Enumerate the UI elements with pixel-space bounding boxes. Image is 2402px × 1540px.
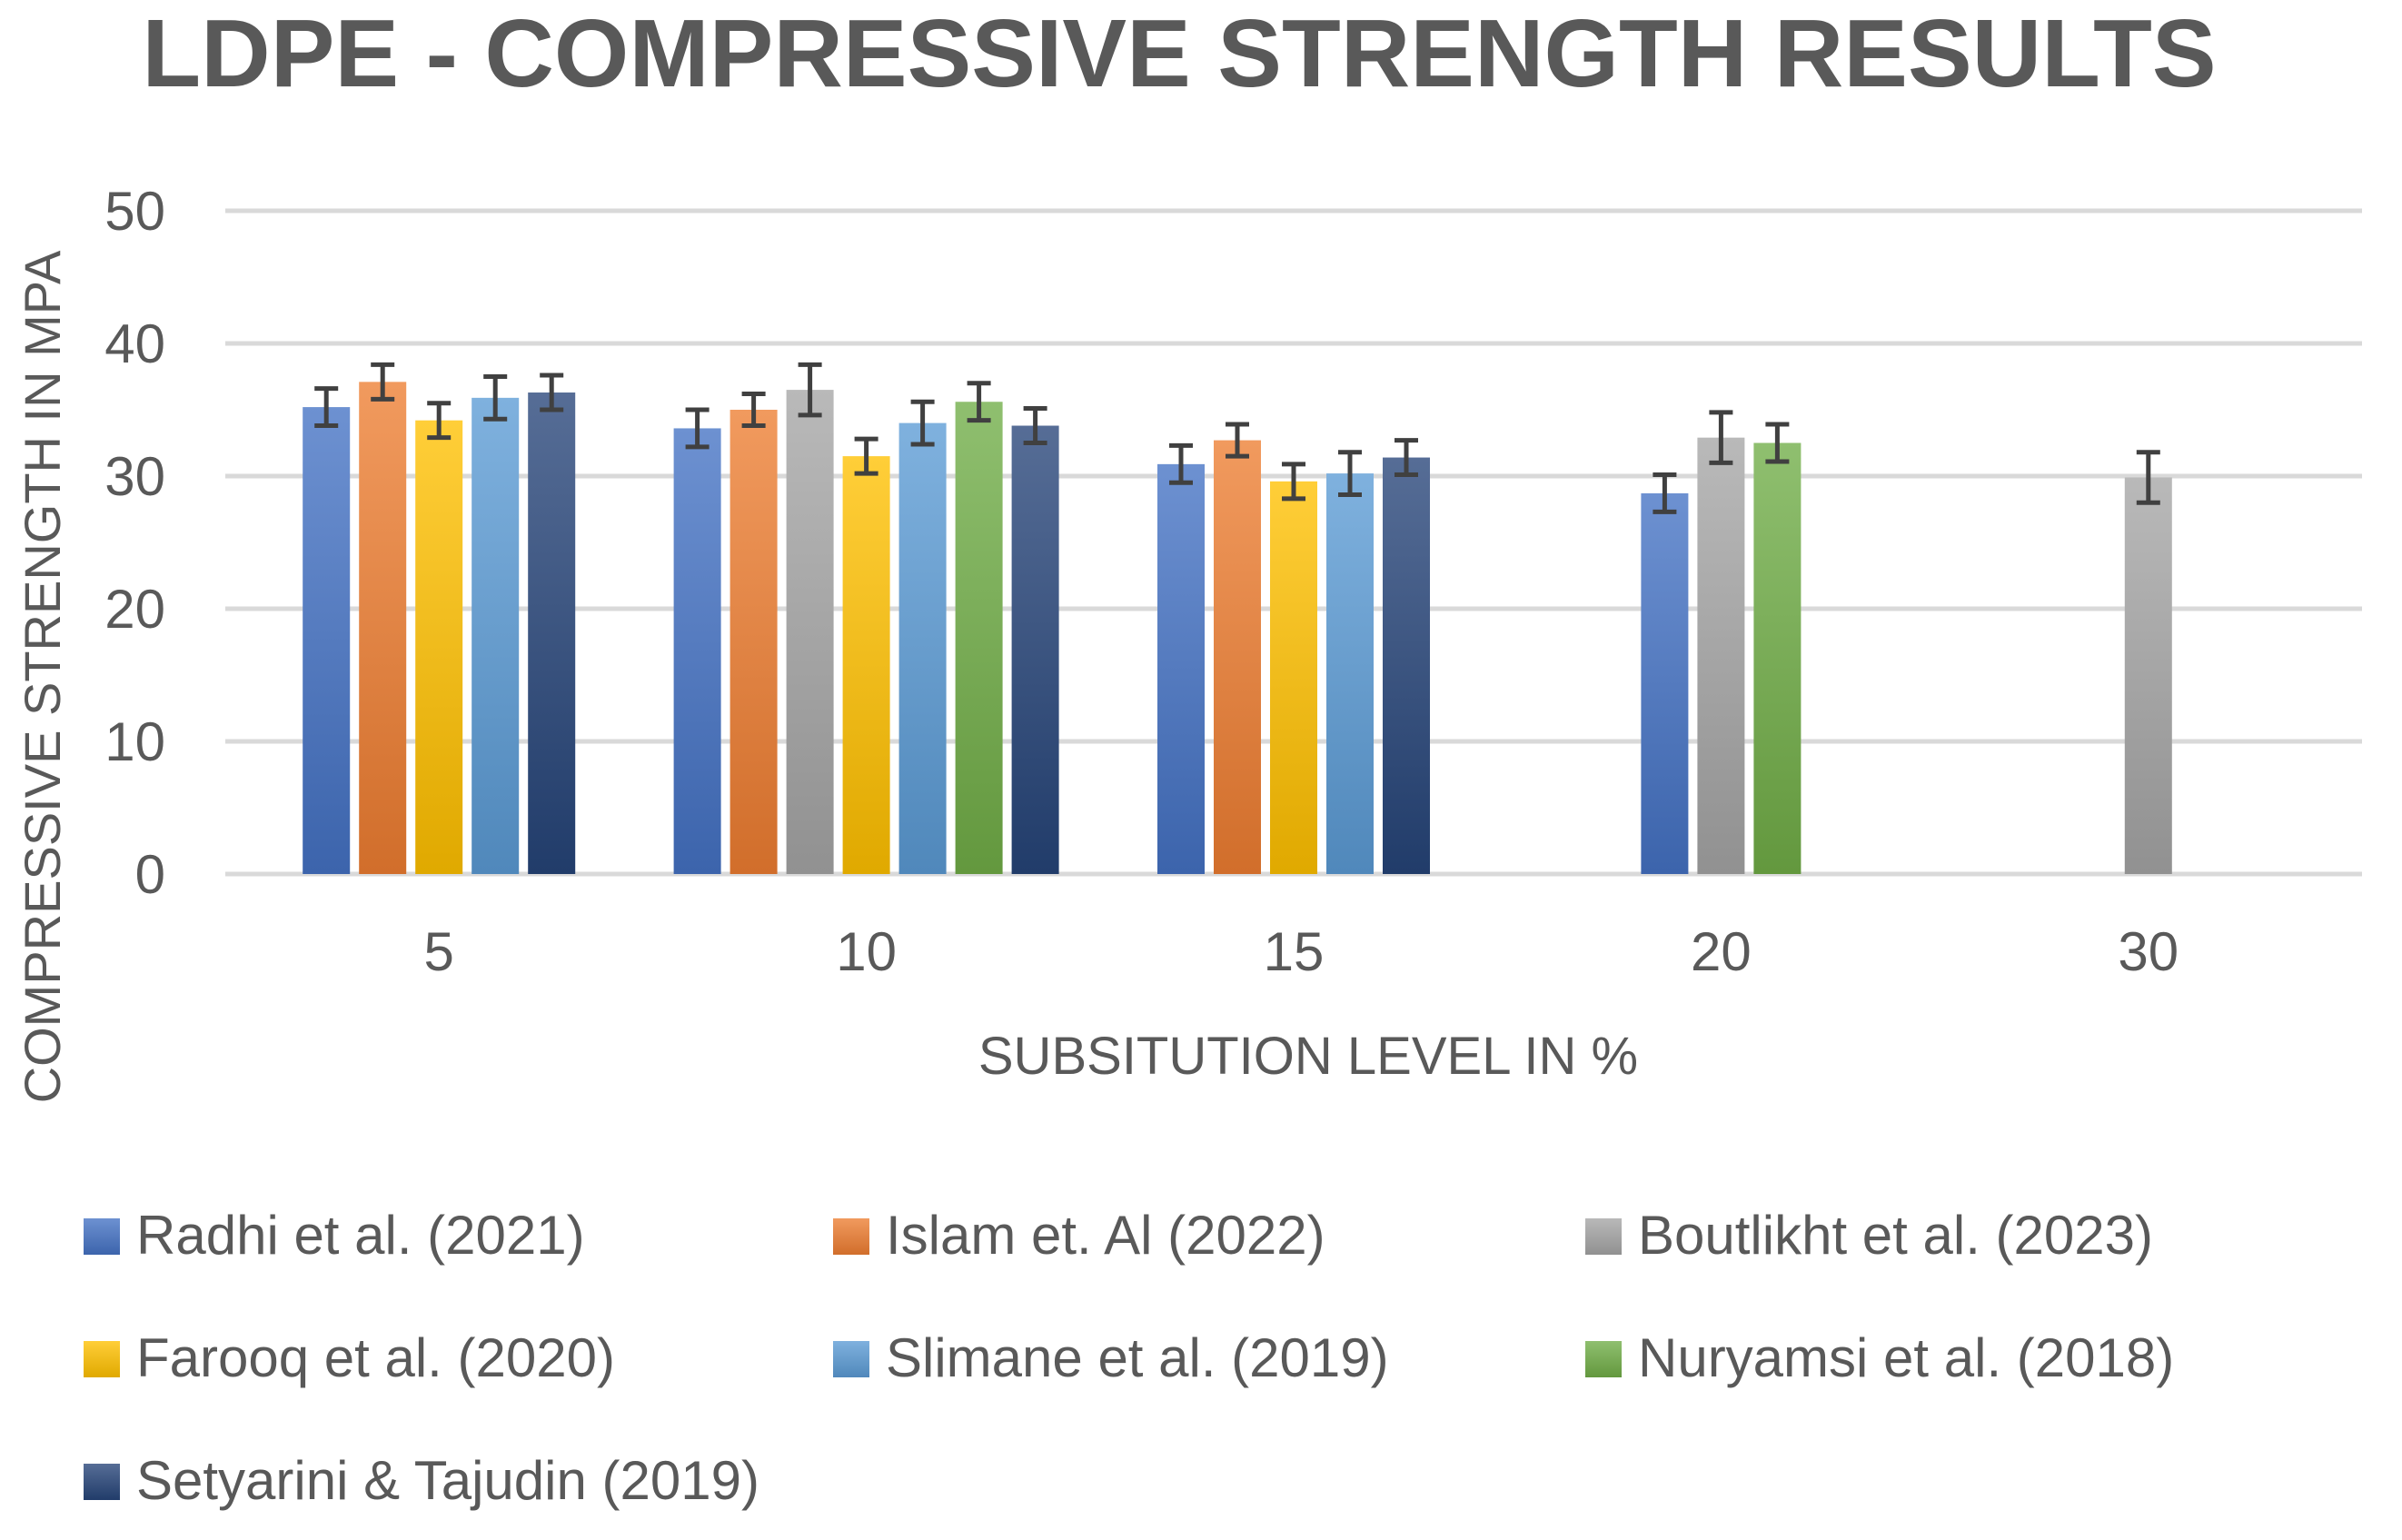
bar-islam-et-al-2022--5	[359, 382, 407, 875]
x-tick-label: 15	[1264, 921, 1325, 982]
legend-label: Setyarini & Tajudin (2019)	[136, 1450, 759, 1511]
error-bar	[1282, 462, 1305, 502]
error-bar	[854, 436, 878, 476]
legend-swatch	[1585, 1218, 1622, 1255]
y-tick-label: 40	[104, 313, 165, 374]
x-tick-label: 20	[1691, 921, 1752, 982]
y-tick-label: 30	[104, 446, 165, 507]
bar-islam-et-al-2022--15	[1214, 440, 1261, 874]
bars	[303, 382, 2172, 875]
y-axis-label: COMPRESSIVE STRENGTH IN MPA	[14, 250, 71, 1103]
bar-slimane-et-al-2019--15	[1326, 473, 1374, 874]
legend-item: Slimane et al. (2019)	[833, 1327, 1389, 1388]
legend-item: Nuryamsi et al. (2018)	[1585, 1327, 2174, 1388]
bar-boutlikht-et-al-2023--20	[1697, 437, 1745, 874]
legend-label: Slimane et al. (2019)	[886, 1327, 1389, 1388]
bar-radhi-et-al-2021--10	[673, 428, 721, 874]
bar-farooq-et-al-2020--15	[1270, 481, 1317, 874]
legend-label: Farooq et al. (2020)	[136, 1327, 615, 1388]
bar-nuryamsi-et-al-2018--20	[1753, 442, 1802, 874]
error-bar	[371, 362, 395, 402]
legend-item: Setyarini & Tajudin (2019)	[84, 1450, 759, 1511]
error-bar	[1226, 422, 1249, 459]
error-bar	[798, 362, 822, 418]
bar-slimane-et-al-2019--5	[471, 397, 520, 874]
bar-boutlikht-et-al-2023--30	[2124, 477, 2172, 874]
y-tick-label: 20	[104, 579, 165, 640]
y-tick-label: 0	[135, 844, 165, 905]
error-bar	[540, 373, 564, 412]
bar-islam-et-al-2022--10	[730, 410, 778, 874]
bar-radhi-et-al-2021--15	[1157, 463, 1205, 874]
legend-label: Nuryamsi et al. (2018)	[1638, 1327, 2174, 1388]
y-tick-label: 10	[104, 711, 165, 772]
bar-nuryamsi-et-al-2018--10	[955, 402, 1003, 874]
bar-setyarini-tajudin-2019--15	[1383, 457, 1430, 874]
error-bar	[967, 381, 991, 423]
legend-swatch	[84, 1341, 120, 1377]
error-bar	[1338, 450, 1362, 497]
legend-swatch	[833, 1341, 869, 1377]
legend-item: Radhi et al. (2021)	[84, 1205, 585, 1266]
x-tick-label: 30	[2118, 921, 2179, 982]
legend-swatch	[84, 1464, 120, 1500]
error-bar	[1169, 442, 1193, 485]
y-axis-ticks: 0 10 20 30 40 50	[104, 181, 165, 905]
error-bar	[1709, 410, 1733, 465]
error-bar	[314, 386, 339, 429]
error-bar	[2136, 450, 2160, 505]
error-bar	[685, 407, 710, 450]
legend-item: Boutlikht et al. (2023)	[1585, 1205, 2153, 1266]
x-axis-ticks: 5 10 15 20 30	[424, 921, 2179, 982]
error-bar	[1653, 472, 1677, 514]
x-tick-label: 10	[836, 921, 897, 982]
bar-radhi-et-al-2021--20	[1641, 492, 1689, 874]
legend-item: Islam et. Al (2022)	[833, 1205, 1325, 1266]
error-bars	[314, 362, 2160, 514]
error-bar	[910, 399, 935, 447]
bar-setyarini-tajudin-2019--5	[528, 392, 576, 874]
legend-label: Radhi et al. (2021)	[136, 1205, 585, 1266]
error-bar	[427, 401, 452, 441]
bar-slimane-et-al-2019--10	[898, 422, 947, 874]
error-bar	[741, 391, 766, 429]
error-bar	[1395, 438, 1418, 478]
error-bar	[1023, 406, 1047, 445]
legend-swatch	[1585, 1341, 1622, 1377]
bar-farooq-et-al-2020--5	[415, 420, 463, 874]
bar-radhi-et-al-2021--5	[303, 407, 351, 875]
bar-setyarini-tajudin-2019--10	[1011, 425, 1059, 874]
legend-label: Islam et. Al (2022)	[886, 1205, 1325, 1266]
y-tick-label: 50	[104, 181, 165, 242]
error-bar	[1765, 422, 1790, 464]
error-bar	[483, 374, 508, 422]
bar-farooq-et-al-2020--10	[842, 456, 890, 874]
x-axis-label: SUBSITUTION LEVEL IN %	[978, 1027, 1638, 1086]
legend: Radhi et al. (2021) Islam et. Al (2022) Bo…	[84, 1205, 2174, 1511]
legend-swatch	[84, 1218, 120, 1255]
x-tick-label: 5	[424, 921, 454, 982]
bar-boutlikht-et-al-2023--10	[786, 390, 834, 875]
chart-title: LDPE - COMPRESSIVE STRENGTH RESULTS	[142, 0, 2216, 107]
legend-label: Boutlikht et al. (2023)	[1638, 1205, 2153, 1266]
legend-swatch	[833, 1218, 869, 1255]
legend-item: Farooq et al. (2020)	[84, 1327, 615, 1388]
